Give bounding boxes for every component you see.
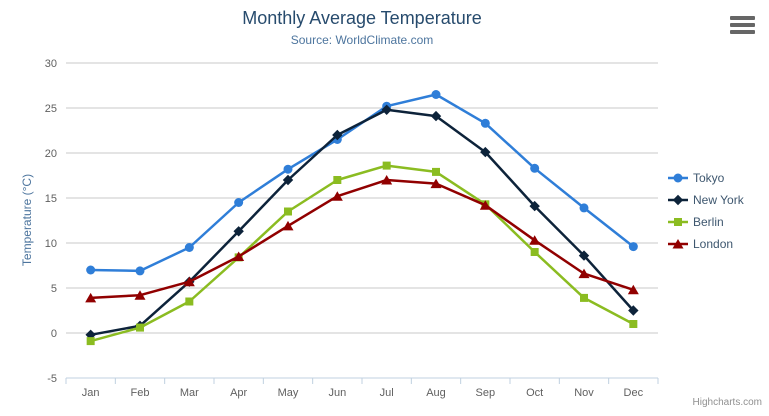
x-axis-tick-label: Jun (328, 387, 346, 399)
legend-symbol-berlin-icon (674, 218, 682, 226)
data-point-berlin-icon[interactable] (382, 161, 391, 170)
data-point-london-icon[interactable] (134, 290, 146, 300)
data-point-new-york-icon[interactable] (233, 226, 244, 237)
data-point-new-york-icon[interactable] (282, 174, 294, 186)
data-point-london-icon[interactable] (331, 191, 343, 201)
data-point-new-york-icon[interactable] (480, 146, 491, 158)
data-point-tokyo-icon[interactable] (86, 265, 96, 275)
y-axis-tick-label: 10 (45, 238, 57, 250)
chart-title: Monthly Average Temperature (242, 8, 482, 28)
legend-label-tokyo: Tokyo (693, 171, 725, 185)
legend-label-berlin: Berlin (693, 215, 724, 229)
x-axis-tick-label: Oct (526, 387, 543, 399)
data-point-london-icon[interactable] (578, 268, 590, 279)
data-point-tokyo-icon[interactable] (184, 243, 194, 252)
data-point-new-york-icon[interactable] (578, 250, 590, 261)
data-point-berlin-icon[interactable] (432, 167, 440, 176)
x-axis-tick-label: Aug (426, 387, 446, 399)
data-point-tokyo-icon[interactable] (431, 90, 441, 99)
y-axis-tick-label: 15 (45, 193, 57, 205)
series-line-berlin (89, 164, 635, 343)
data-point-tokyo-icon[interactable] (135, 266, 145, 276)
legend-item-new-york[interactable]: New York (668, 189, 744, 211)
series-line-tokyo (89, 93, 635, 273)
data-point-berlin-icon[interactable] (629, 320, 638, 328)
chart-subtitle: Source: WorldClimate.com (290, 33, 434, 47)
data-point-berlin-icon[interactable] (136, 323, 144, 332)
data-point-london-icon[interactable] (381, 175, 393, 185)
data-point-new-york-icon[interactable] (430, 110, 442, 122)
data-point-berlin-icon[interactable] (530, 248, 539, 256)
data-point-london-icon[interactable] (627, 284, 639, 295)
legend-item-berlin[interactable]: Berlin (668, 211, 744, 233)
data-point-tokyo-icon[interactable] (579, 203, 589, 213)
y-axis-tick-label: 5 (51, 283, 57, 295)
data-point-berlin-icon[interactable] (580, 293, 588, 302)
y-axis-title: Temperature (°C) (20, 173, 34, 267)
data-point-london-icon[interactable] (479, 200, 491, 210)
x-axis-tick-label: Feb (131, 387, 150, 399)
data-point-tokyo-icon[interactable] (530, 163, 540, 173)
hamburger-icon (730, 16, 755, 20)
credits-link[interactable]: Highcharts.com (692, 397, 762, 408)
data-point-berlin-icon[interactable] (333, 176, 342, 184)
y-axis-tick-label: 25 (45, 103, 57, 115)
data-point-new-york-icon[interactable] (529, 200, 540, 212)
hamburger-icon (730, 23, 755, 27)
legend-label-new-york: New York (693, 193, 744, 207)
x-axis-tick-label: Nov (574, 387, 594, 399)
data-point-tokyo-icon[interactable] (234, 198, 244, 207)
legend-symbol-new-york-icon (672, 194, 684, 206)
data-point-london-icon[interactable] (233, 251, 245, 262)
legend-symbol-tokyo-icon (673, 173, 683, 183)
x-axis-tick-label: Jan (82, 387, 100, 399)
data-point-tokyo-icon[interactable] (480, 118, 490, 128)
data-point-london-icon[interactable] (430, 178, 442, 189)
data-point-tokyo-icon[interactable] (628, 242, 638, 252)
legend-item-tokyo[interactable]: Tokyo (668, 167, 744, 189)
hamburger-icon (730, 30, 755, 34)
data-point-tokyo-icon[interactable] (283, 164, 293, 174)
legend-item-london[interactable]: London (668, 233, 744, 255)
x-axis-tick-label: Apr (230, 387, 247, 399)
y-axis-tick-label: 20 (45, 148, 57, 160)
legend: Tokyo New York Berlin London (668, 167, 744, 255)
x-axis-tick-label: Sep (476, 387, 496, 399)
data-point-berlin-icon[interactable] (86, 337, 95, 346)
data-point-london-icon[interactable] (282, 220, 294, 231)
series-line-london (89, 178, 635, 300)
series-line-new-york (89, 108, 635, 337)
x-axis-tick-label: May (278, 387, 299, 399)
export-menu-button[interactable] (728, 14, 757, 36)
legend-marker-berlin-icon (668, 218, 688, 226)
legend-marker-tokyo-icon (668, 173, 688, 183)
legend-marker-london-icon (668, 239, 688, 249)
y-axis-tick-label: 0 (51, 328, 57, 340)
y-axis-tick-label: 30 (45, 58, 57, 70)
data-point-berlin-icon[interactable] (284, 207, 292, 216)
legend-label-london: London (693, 237, 734, 251)
data-point-new-york-icon[interactable] (381, 104, 392, 115)
y-axis-tick-label: -5 (47, 373, 57, 385)
x-axis-tick-label: Dec (624, 387, 644, 399)
x-axis-tick-label: Jul (380, 387, 394, 399)
legend-marker-new-york-icon (668, 194, 688, 206)
legend-symbol-london-icon (672, 239, 684, 249)
data-point-new-york-icon[interactable] (628, 305, 639, 316)
data-point-london-icon[interactable] (529, 235, 541, 245)
data-point-new-york-icon[interactable] (332, 129, 343, 141)
data-point-london-icon[interactable] (183, 276, 195, 287)
data-point-berlin-icon[interactable] (185, 297, 194, 306)
data-point-london-icon[interactable] (85, 292, 97, 303)
x-axis-tick-label: Mar (180, 387, 199, 399)
